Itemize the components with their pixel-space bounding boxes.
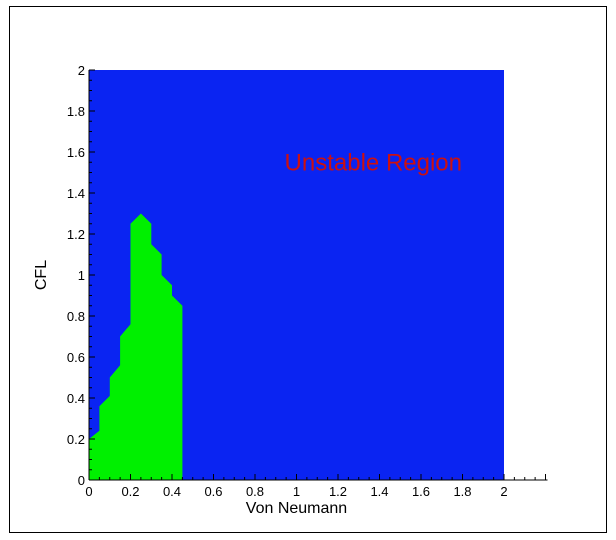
- y-tick-label: 1.2: [67, 227, 85, 242]
- y-axis-title: CFL: [33, 260, 50, 290]
- ticks-layer: [88, 69, 546, 481]
- region-stable: [89, 213, 183, 480]
- tick-labels-layer: 0 0.2 0.4 0.6 0.8 1 1.2 1.4 1.6 1.8 2 0 0.2 0.4 0.6 0.8…: [67, 63, 508, 499]
- annotation-unstable-region: Unstable Region: [285, 149, 462, 176]
- x-tick-label: 1.8: [453, 484, 471, 499]
- x-tick-label: 0: [85, 484, 92, 499]
- y-tick-label: 0.4: [67, 391, 85, 406]
- x-tick-label: 0.6: [204, 484, 222, 499]
- y-tick-label: 1: [78, 268, 85, 283]
- y-tick-label: 1.8: [67, 104, 85, 119]
- y-tick-label: 1.4: [67, 186, 85, 201]
- y-tick-label: 0.2: [67, 432, 85, 447]
- y-tick-label: 0: [78, 473, 85, 488]
- y-tick-label: 2: [78, 63, 85, 78]
- regions-layer: [89, 70, 504, 480]
- x-tick-label: 0.4: [163, 484, 181, 499]
- x-axis-title: Von Neumann: [246, 500, 347, 517]
- x-tick-label: 1.6: [412, 484, 430, 499]
- x-tick-label: 1.2: [329, 484, 347, 499]
- x-tick-label: 1.4: [370, 484, 388, 499]
- y-tick-label: 0.6: [67, 350, 85, 365]
- x-tick-label: 2: [500, 484, 507, 499]
- y-tick-label: 1.6: [67, 145, 85, 160]
- x-tick-label: 0.2: [121, 484, 139, 499]
- x-tick-label: 1: [293, 484, 300, 499]
- y-tick-label: 0.8: [67, 309, 85, 324]
- x-tick-label: 0.8: [246, 484, 264, 499]
